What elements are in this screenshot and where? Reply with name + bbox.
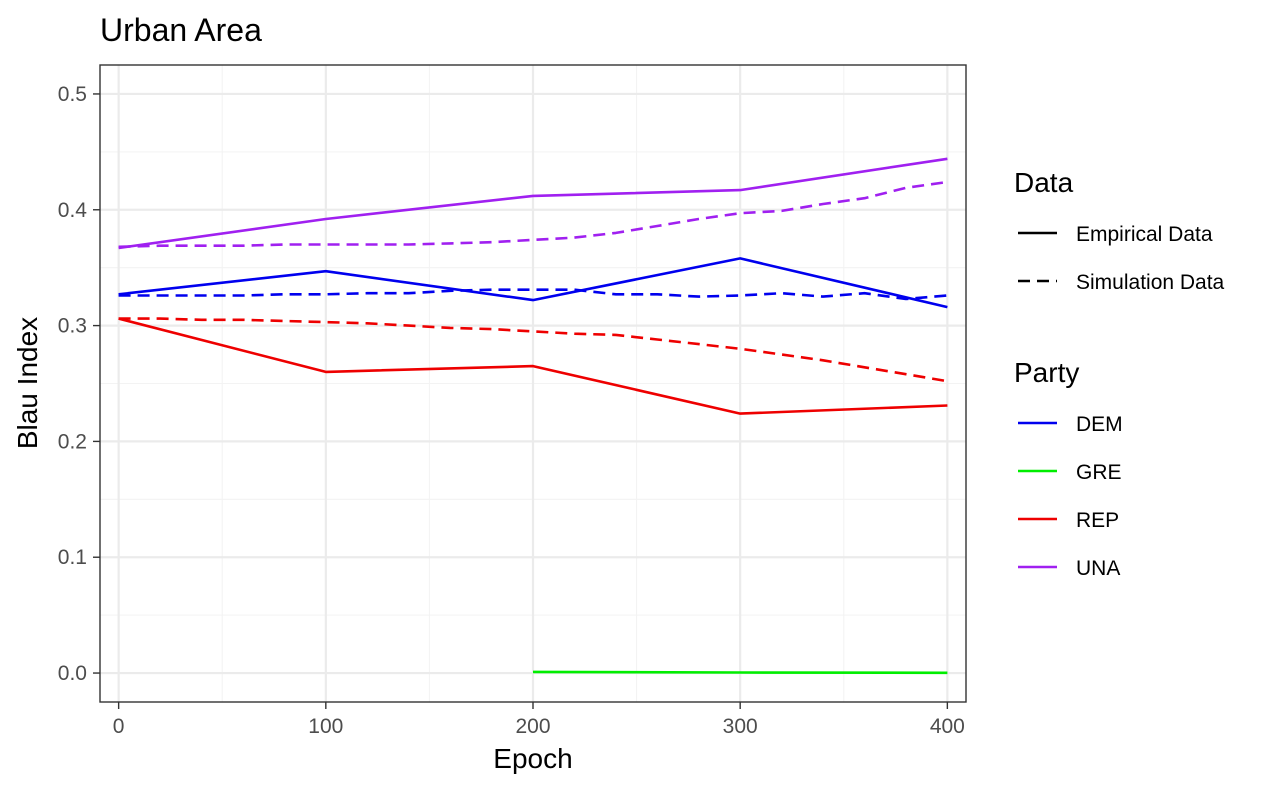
y-axis-title: Blau Index: [12, 317, 43, 449]
series-una-empirical: [118, 157, 948, 250]
series-dem-empirical: [118, 257, 948, 309]
x-tick-label: 400: [930, 715, 965, 738]
y-tick-label: 0.0: [58, 662, 87, 685]
x-axis-title: Epoch: [493, 743, 572, 774]
legend-label: UNA: [1076, 557, 1120, 580]
x-tick-label: 0: [113, 715, 125, 738]
y-tick-label: 0.2: [58, 430, 87, 453]
chart-title: Urban Area: [100, 12, 262, 48]
axes: 0 100 200 300 400 0.0 0.1 0.2 0.3 0.4 0.5: [58, 83, 965, 738]
y-tick-label: 0.4: [58, 199, 88, 222]
legend-label: Empirical Data: [1076, 223, 1213, 246]
series-rep-empirical: [118, 317, 948, 415]
legend-label: Simulation Data: [1076, 271, 1225, 294]
y-tick-label: 0.5: [58, 83, 87, 106]
x-tick-label: 200: [515, 715, 550, 738]
series-layer: [118, 157, 948, 675]
y-tick-label: 0.3: [58, 315, 87, 338]
x-tick-label: 300: [723, 715, 758, 738]
x-tick-label: 100: [308, 715, 343, 738]
legend-title: Data: [1014, 167, 1074, 198]
series-gre-empirical: [532, 670, 948, 675]
series-dem-simulation: [118, 288, 948, 301]
series-rep-simulation: [118, 317, 948, 383]
y-tick-label: 0.1: [58, 546, 87, 569]
legend-title: Party: [1014, 357, 1079, 388]
legend-label: REP: [1076, 509, 1119, 532]
legend: Data Empirical Data Simulation Data Party DE…: [1014, 167, 1225, 580]
legend-label: DEM: [1076, 413, 1123, 436]
legend-label: GRE: [1076, 461, 1122, 484]
series-una-simulation: [118, 180, 948, 249]
grid: [100, 65, 966, 702]
